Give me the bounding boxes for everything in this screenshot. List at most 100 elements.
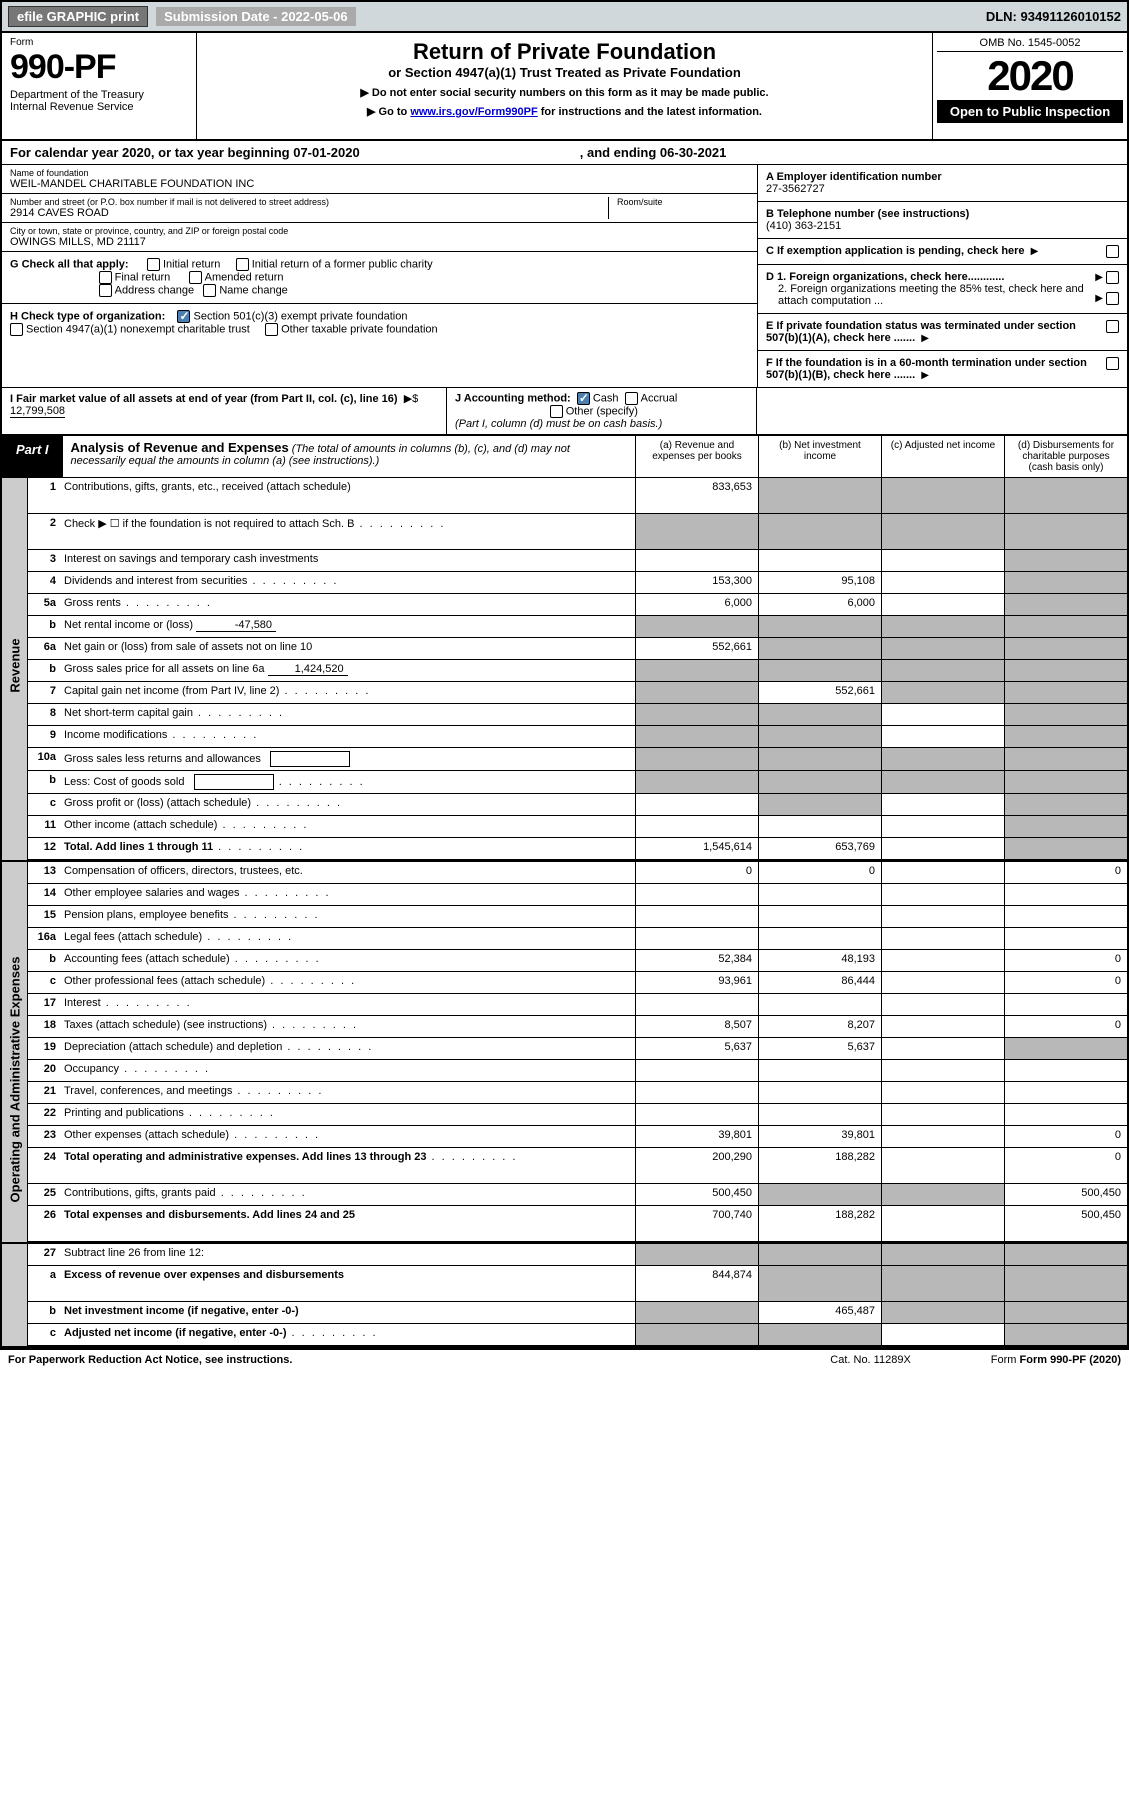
amount-cell-shaded (881, 1266, 1004, 1301)
line-number: 17 (28, 994, 60, 1015)
irs-link[interactable]: www.irs.gov/Form990PF (410, 106, 537, 118)
g-check-row: G Check all that apply: Initial return I… (2, 252, 757, 304)
line-description: Subtract line 26 from line 12: (60, 1244, 635, 1265)
60-month-checkbox[interactable] (1106, 357, 1119, 370)
part1-title-text: Analysis of Revenue and Expenses (71, 440, 289, 455)
amount-cell-shaded (1004, 572, 1127, 593)
501c3-checkbox[interactable] (177, 310, 190, 323)
line-number: 22 (28, 1104, 60, 1125)
amount-cell: 153,300 (635, 572, 758, 593)
amount-cell-shaded (635, 682, 758, 703)
line-description: Excess of revenue over expenses and disb… (60, 1266, 635, 1301)
amount-cell (881, 972, 1004, 993)
line-description: Other employee salaries and wages (60, 884, 635, 905)
amount-cell (758, 906, 881, 927)
amount-cell (635, 1082, 758, 1103)
amount-cell-shaded (758, 704, 881, 725)
amount-cell-shaded (881, 771, 1004, 793)
amount-cell: 0 (635, 862, 758, 883)
amount-cell-shaded (1004, 1302, 1127, 1323)
line-description: Interest (60, 994, 635, 1015)
tax-year-end: , and ending 06-30-2021 (580, 145, 727, 160)
foreign-85-checkbox[interactable] (1106, 292, 1119, 305)
amount-cell: 200,290 (635, 1148, 758, 1183)
line-description: Net rental income or (loss) -47,580 (60, 616, 635, 637)
line-number: 10a (28, 748, 60, 770)
accrual-checkbox[interactable] (625, 392, 638, 405)
other-method-checkbox[interactable] (550, 405, 563, 418)
line-description: Accounting fees (attach schedule) (60, 950, 635, 971)
amount-cell: 48,193 (758, 950, 881, 971)
amount-cell: 188,282 (758, 1148, 881, 1183)
amount-cell (1004, 906, 1127, 927)
4947-checkbox[interactable] (10, 323, 23, 336)
amount-cell-shaded (758, 514, 881, 549)
final-return-checkbox[interactable] (99, 271, 112, 284)
amended-return-checkbox[interactable] (189, 271, 202, 284)
amount-cell (635, 884, 758, 905)
amount-cell (635, 906, 758, 927)
line-description: Gross sales less returns and allowances (60, 748, 635, 770)
net-section: 27 Subtract line 26 from line 12: a Exce… (2, 1244, 1127, 1348)
amount-cell-shaded (635, 514, 758, 549)
amount-cell: 500,450 (635, 1184, 758, 1205)
other-taxable-checkbox[interactable] (265, 323, 278, 336)
line-description: Depreciation (attach schedule) and deple… (60, 1038, 635, 1059)
line-number: 7 (28, 682, 60, 703)
table-row: 5a Gross rents 6,0006,000 (28, 594, 1127, 616)
line-number: b (28, 1302, 60, 1323)
form-number: 990-PF (10, 48, 188, 87)
j-accrual: Accrual (641, 392, 678, 404)
foreign-org-checkbox[interactable] (1106, 271, 1119, 284)
cash-checkbox[interactable] (577, 392, 590, 405)
amount-cell-shaded (758, 638, 881, 659)
line-number: c (28, 1324, 60, 1345)
amount-cell (881, 1324, 1004, 1345)
amount-cell-shaded (881, 638, 1004, 659)
status-terminated-checkbox[interactable] (1106, 320, 1119, 333)
address-change-checkbox[interactable] (99, 284, 112, 297)
inline-amount: 1,424,520 (268, 663, 348, 676)
note-pre: ▶ Go to (367, 106, 410, 118)
info-grid: Name of foundation WEIL-MANDEL CHARITABL… (2, 165, 1127, 388)
line-description: Legal fees (attach schedule) (60, 928, 635, 949)
line-description: Occupancy (60, 1060, 635, 1081)
ein-label: A Employer identification number (766, 171, 942, 183)
amount-cell (881, 594, 1004, 615)
line-description: Dividends and interest from securities (60, 572, 635, 593)
h-501c3: Section 501(c)(3) exempt private foundat… (193, 310, 407, 322)
initial-public-checkbox[interactable] (236, 258, 249, 271)
table-row: 11 Other income (attach schedule) (28, 816, 1127, 838)
amount-cell: 1,545,614 (635, 838, 758, 859)
page-footer: For Paperwork Reduction Act Notice, see … (0, 1350, 1129, 1370)
amount-cell-shaded (881, 1244, 1004, 1265)
submission-date: Submission Date - 2022-05-06 (156, 7, 356, 26)
table-row: 20 Occupancy (28, 1060, 1127, 1082)
amount-cell (1004, 1082, 1127, 1103)
amount-cell-shaded (1004, 1244, 1127, 1265)
g-opt-0: Initial return (163, 258, 220, 270)
amount-cell (881, 906, 1004, 927)
c-label: C If exemption application is pending, c… (766, 245, 1025, 257)
amount-cell: 39,801 (635, 1126, 758, 1147)
table-row: 13 Compensation of officers, directors, … (28, 862, 1127, 884)
efile-print-button[interactable]: efile GRAPHIC print (8, 6, 148, 27)
line-number: 27 (28, 1244, 60, 1265)
amount-cell-shaded (881, 514, 1004, 549)
line-description: Total. Add lines 1 through 11 (60, 838, 635, 859)
initial-return-checkbox[interactable] (147, 258, 160, 271)
name-change-checkbox[interactable] (203, 284, 216, 297)
table-row: 14 Other employee salaries and wages (28, 884, 1127, 906)
amount-cell-shaded (758, 726, 881, 747)
table-row: 22 Printing and publications (28, 1104, 1127, 1126)
inline-box (270, 751, 350, 767)
amount-cell: 8,507 (635, 1016, 758, 1037)
arrow-icon (921, 332, 929, 344)
amount-cell (881, 726, 1004, 747)
foundation-name: WEIL-MANDEL CHARITABLE FOUNDATION INC (10, 178, 749, 190)
exemption-pending-checkbox[interactable] (1106, 245, 1119, 258)
line-number: b (28, 950, 60, 971)
amount-cell: 0 (1004, 1148, 1127, 1183)
line-number: 20 (28, 1060, 60, 1081)
g-opt-4: Address change (115, 284, 195, 296)
